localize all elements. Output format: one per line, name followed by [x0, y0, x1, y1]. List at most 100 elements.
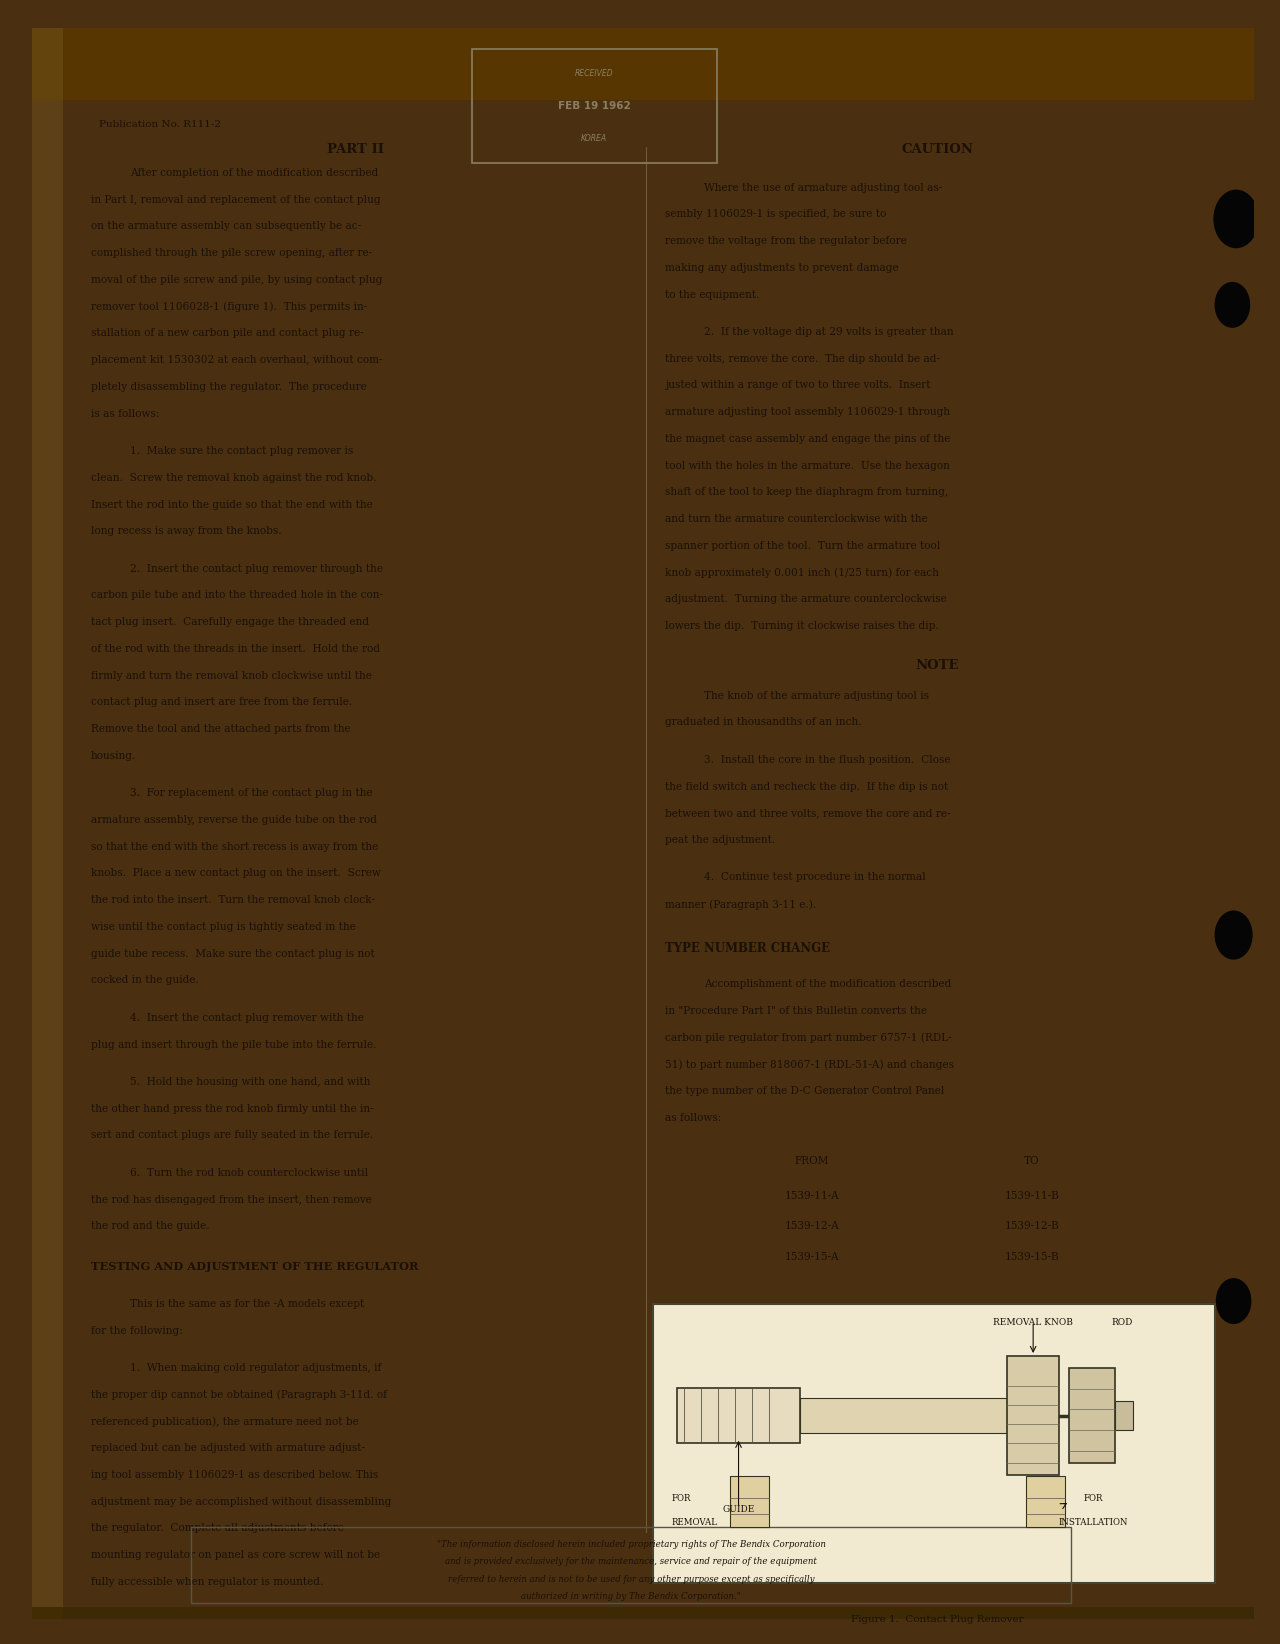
- Text: guide tube recess.  Make sure the contact plug is not: guide tube recess. Make sure the contact…: [91, 949, 375, 958]
- Text: moval of the pile screw and pile, by using contact plug: moval of the pile screw and pile, by usi…: [91, 275, 383, 284]
- Text: manner (Paragraph 3-11 e.).: manner (Paragraph 3-11 e.).: [666, 899, 817, 909]
- Text: 4.  Continue test procedure in the normal: 4. Continue test procedure in the normal: [704, 873, 925, 883]
- Text: the rod and the guide.: the rod and the guide.: [91, 1221, 210, 1231]
- Text: replaced but can be adjusted with armature adjust-: replaced but can be adjusted with armatu…: [91, 1443, 365, 1453]
- Text: tact plug insert.  Carefully engage the threaded end: tact plug insert. Carefully engage the t…: [91, 616, 369, 626]
- Text: peat the adjustment.: peat the adjustment.: [666, 835, 776, 845]
- Text: shaft of the tool to keep the diaphragm from turning,: shaft of the tool to keep the diaphragm …: [666, 487, 948, 498]
- Text: so that the end with the short recess is away from the: so that the end with the short recess is…: [91, 842, 378, 852]
- Text: pletely disassembling the regulator.  The procedure: pletely disassembling the regulator. The…: [91, 381, 366, 391]
- Text: TESTING AND ADJUSTMENT OF THE REGULATOR: TESTING AND ADJUSTMENT OF THE REGULATOR: [91, 1261, 419, 1272]
- Text: KOREA: KOREA: [581, 133, 608, 143]
- Text: FROM: FROM: [795, 1156, 829, 1166]
- Text: GUIDE: GUIDE: [722, 1504, 755, 1514]
- Bar: [1007, 1356, 1059, 1475]
- Text: housing.: housing.: [91, 751, 136, 761]
- Text: 1539-12-A: 1539-12-A: [785, 1221, 840, 1231]
- Text: between two and three volts, remove the core and re-: between two and three volts, remove the …: [666, 809, 951, 819]
- Text: TYPE NUMBER CHANGE: TYPE NUMBER CHANGE: [666, 942, 831, 955]
- Text: complished through the pile screw opening, after re-: complished through the pile screw openin…: [91, 248, 371, 258]
- Text: firmly and turn the removal knob clockwise until the: firmly and turn the removal knob clockwi…: [91, 671, 371, 681]
- Text: justed within a range of two to three volts.  Insert: justed within a range of two to three vo…: [666, 380, 931, 391]
- Text: sert and contact plugs are fully seated in the ferrule.: sert and contact plugs are fully seated …: [91, 1131, 372, 1141]
- Text: referred to herein and is not to be used for any other purpose except as specifi: referred to herein and is not to be used…: [448, 1575, 814, 1583]
- Text: spanner portion of the tool.  Turn the armature tool: spanner portion of the tool. Turn the ar…: [666, 541, 941, 551]
- Text: 6.  Turn the rod knob counterclockwise until: 6. Turn the rod knob counterclockwise un…: [129, 1167, 367, 1177]
- Text: FOR: FOR: [671, 1493, 691, 1503]
- Text: Insert the rod into the guide so that the end with the: Insert the rod into the guide so that th…: [91, 500, 372, 510]
- Text: as follows:: as follows:: [666, 1113, 722, 1123]
- Text: adjustment.  Turning the armature counterclockwise: adjustment. Turning the armature counter…: [666, 595, 947, 605]
- Text: The knob of the armature adjusting tool is: The knob of the armature adjusting tool …: [704, 690, 929, 700]
- Circle shape: [1213, 191, 1258, 248]
- Text: to the equipment.: to the equipment.: [666, 289, 760, 299]
- Bar: [677, 1388, 800, 1443]
- Text: After completion of the modification described: After completion of the modification des…: [129, 168, 378, 178]
- Text: Figure 1.  Contact Plug Remover: Figure 1. Contact Plug Remover: [851, 1614, 1024, 1624]
- Text: NOTE: NOTE: [915, 659, 959, 671]
- Text: ROD: ROD: [1112, 1318, 1133, 1327]
- Text: ing tool assembly 1106029-1 as described below. This: ing tool assembly 1106029-1 as described…: [91, 1470, 378, 1480]
- Text: 1539-12-B: 1539-12-B: [1005, 1221, 1060, 1231]
- Text: FOR: FOR: [1083, 1493, 1103, 1503]
- Text: of the rod with the threads in the insert.  Hold the rod: of the rod with the threads in the inser…: [91, 644, 380, 654]
- Text: clean.  Screw the removal knob against the rod knob.: clean. Screw the removal knob against th…: [91, 473, 376, 483]
- FancyBboxPatch shape: [32, 1606, 1254, 1619]
- Text: the regulator.  Complete all adjustments before: the regulator. Complete all adjustments …: [91, 1524, 343, 1534]
- Text: This is the same as for the -A models except: This is the same as for the -A models ex…: [129, 1299, 364, 1309]
- Text: the field switch and recheck the dip.  If the dip is not: the field switch and recheck the dip. If…: [666, 781, 948, 791]
- Text: the proper dip cannot be obtained (Paragraph 3-11d. of: the proper dip cannot be obtained (Parag…: [91, 1389, 387, 1401]
- Text: knob approximately 0.001 inch (1/25 turn) for each: knob approximately 0.001 inch (1/25 turn…: [666, 567, 940, 579]
- Text: 1539-11-A: 1539-11-A: [785, 1190, 840, 1200]
- Bar: [800, 1397, 1007, 1434]
- Text: Accomplishment of the modification described: Accomplishment of the modification descr…: [704, 980, 952, 990]
- Circle shape: [1215, 911, 1252, 958]
- Bar: [1115, 1401, 1133, 1430]
- Text: the magnet case assembly and engage the pins of the: the magnet case assembly and engage the …: [666, 434, 951, 444]
- Text: PART II: PART II: [328, 143, 384, 156]
- FancyBboxPatch shape: [32, 28, 1254, 100]
- Text: mounting regulator on panel as core screw will not be: mounting regulator on panel as core scre…: [91, 1550, 380, 1560]
- Text: armature adjusting tool assembly 1106029-1 through: armature adjusting tool assembly 1106029…: [666, 408, 950, 418]
- Text: TO: TO: [1024, 1156, 1039, 1166]
- Text: and is provided exclusively for the maintenance, service and repair of the equip: and is provided exclusively for the main…: [445, 1557, 817, 1567]
- Text: the type number of the D-C Generator Control Panel: the type number of the D-C Generator Con…: [666, 1087, 945, 1097]
- Text: Remove the tool and the attached parts from the: Remove the tool and the attached parts f…: [91, 723, 351, 735]
- Text: 1539-15-A: 1539-15-A: [785, 1253, 840, 1263]
- Text: 51) to part number 818067-1 (RDL-51-A) and changes: 51) to part number 818067-1 (RDL-51-A) a…: [666, 1059, 954, 1070]
- Text: knobs.  Place a new contact plug on the insert.  Screw: knobs. Place a new contact plug on the i…: [91, 868, 380, 878]
- Text: making any adjustments to prevent damage: making any adjustments to prevent damage: [666, 263, 899, 273]
- Bar: [1069, 1368, 1115, 1463]
- Text: fully accessible when regulator is mounted.: fully accessible when regulator is mount…: [91, 1577, 323, 1586]
- Text: REMOVAL: REMOVAL: [671, 1517, 717, 1527]
- Text: sembly 1106029-1 is specified, be sure to: sembly 1106029-1 is specified, be sure t…: [666, 209, 887, 219]
- Text: 1.  Make sure the contact plug remover is: 1. Make sure the contact plug remover is: [129, 446, 353, 455]
- Text: tool with the holes in the armature.  Use the hexagon: tool with the holes in the armature. Use…: [666, 460, 950, 470]
- Text: stallation of a new carbon pile and contact plug re-: stallation of a new carbon pile and cont…: [91, 329, 364, 339]
- Text: 1539-15-B: 1539-15-B: [1005, 1253, 1060, 1263]
- Bar: [191, 1527, 1071, 1603]
- Text: armature assembly, reverse the guide tube on the rod: armature assembly, reverse the guide tub…: [91, 815, 376, 825]
- Text: the other hand press the rod knob firmly until the in-: the other hand press the rod knob firmly…: [91, 1103, 374, 1113]
- Text: placement kit 1530302 at each overhaul, without com-: placement kit 1530302 at each overhaul, …: [91, 355, 383, 365]
- Text: cocked in the guide.: cocked in the guide.: [91, 975, 198, 985]
- Bar: [730, 1476, 769, 1527]
- Text: referenced publication), the armature need not be: referenced publication), the armature ne…: [91, 1417, 358, 1427]
- Text: FEB 19 1962: FEB 19 1962: [558, 100, 631, 110]
- Text: in "Procedure Part I" of this Bulletin converts the: in "Procedure Part I" of this Bulletin c…: [666, 1006, 927, 1016]
- Text: on the armature assembly can subsequently be ac-: on the armature assembly can subsequentl…: [91, 222, 361, 232]
- Text: three volts, remove the core.  The dip should be ad-: three volts, remove the core. The dip sh…: [666, 353, 941, 363]
- Text: 4.  Insert the contact plug remover with the: 4. Insert the contact plug remover with …: [129, 1013, 364, 1023]
- Text: remover tool 1106028-1 (figure 1).  This permits in-: remover tool 1106028-1 (figure 1). This …: [91, 301, 367, 312]
- Text: 1539-11-B: 1539-11-B: [1005, 1190, 1060, 1200]
- Text: long recess is away from the knobs.: long recess is away from the knobs.: [91, 526, 282, 536]
- Text: RECEIVED: RECEIVED: [575, 69, 613, 79]
- Circle shape: [1216, 1279, 1251, 1323]
- Text: plug and insert through the pile tube into the ferrule.: plug and insert through the pile tube in…: [91, 1039, 376, 1049]
- Text: remove the voltage from the regulator before: remove the voltage from the regulator be…: [666, 237, 908, 247]
- FancyBboxPatch shape: [653, 1304, 1215, 1583]
- Text: the rod into the insert.  Turn the removal knob clock-: the rod into the insert. Turn the remova…: [91, 896, 375, 906]
- Text: adjustment may be accomplished without disassembling: adjustment may be accomplished without d…: [91, 1496, 392, 1508]
- Text: "The information disclosed herein included proprietary rights of The Bendix Corp: "The information disclosed herein includ…: [436, 1540, 826, 1549]
- Text: the rod has disengaged from the insert, then remove: the rod has disengaged from the insert, …: [91, 1195, 371, 1205]
